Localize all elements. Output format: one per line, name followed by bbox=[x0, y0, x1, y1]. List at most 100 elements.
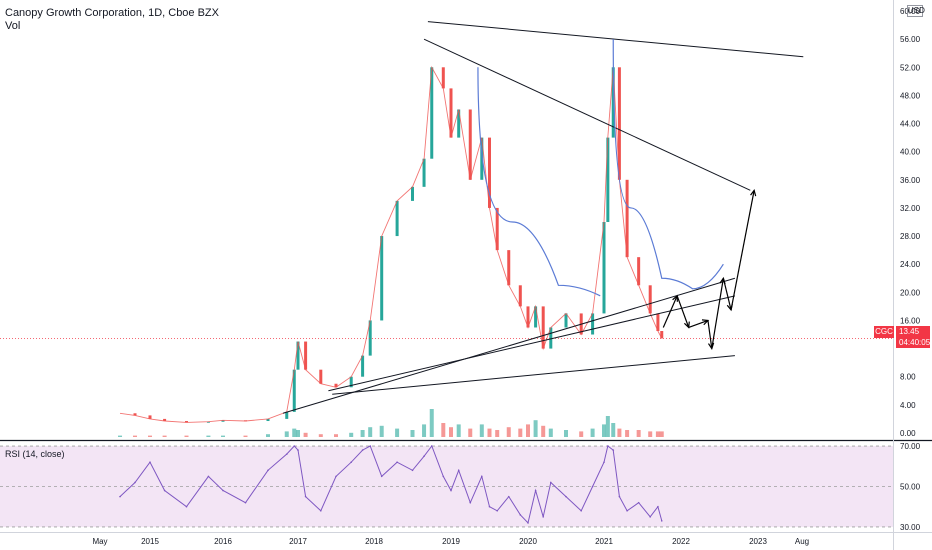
price-candle bbox=[656, 313, 660, 331]
volume-bar bbox=[349, 432, 354, 437]
volume-bar bbox=[148, 435, 152, 437]
currency-label[interactable]: USD bbox=[907, 5, 925, 17]
rsi-point bbox=[565, 495, 567, 498]
price-candle bbox=[296, 341, 300, 370]
y-tick-label: 16.00 bbox=[900, 316, 921, 325]
rsi-point bbox=[369, 445, 372, 447]
y-tick-label: 56.00 bbox=[900, 35, 921, 44]
rsi-point bbox=[207, 475, 210, 478]
volume-bar bbox=[206, 435, 211, 437]
volume-bar bbox=[133, 435, 138, 437]
price-candle bbox=[422, 158, 426, 187]
rsi-point bbox=[527, 522, 529, 524]
rsi-point bbox=[542, 516, 544, 518]
rsi-point bbox=[320, 509, 322, 512]
rsi-point bbox=[618, 495, 621, 498]
volume-bar bbox=[368, 427, 373, 437]
rsi-tick-label: 30.00 bbox=[900, 523, 921, 532]
price-candle bbox=[617, 67, 621, 180]
price-candle bbox=[133, 413, 137, 416]
volume-bar bbox=[449, 427, 453, 437]
rsi-point bbox=[423, 455, 425, 457]
rsi-point bbox=[603, 461, 605, 464]
price-candle bbox=[349, 376, 353, 388]
y-tick-label: 44.00 bbox=[900, 120, 921, 129]
price-candle bbox=[411, 186, 414, 201]
x-tick-label: May bbox=[92, 537, 107, 546]
price-candle bbox=[541, 306, 545, 349]
price-candle bbox=[206, 421, 210, 423]
rsi-point bbox=[450, 489, 452, 492]
rsi-point bbox=[442, 475, 445, 478]
rsi-point bbox=[469, 501, 472, 504]
y-tick-label: 24.00 bbox=[900, 260, 921, 269]
last-price-box: 13.45 04:40:05 bbox=[896, 326, 930, 348]
rsi-point bbox=[267, 469, 269, 472]
volume-bar bbox=[292, 428, 297, 437]
rsi-point bbox=[481, 475, 483, 478]
volume-bar bbox=[429, 409, 434, 437]
price-candle bbox=[221, 420, 225, 422]
trendline bbox=[282, 277, 736, 414]
rsi-point bbox=[297, 449, 299, 451]
rsi-point bbox=[411, 469, 414, 472]
bar-countdown: 04:40:05 bbox=[899, 338, 931, 347]
x-tick-label: 2019 bbox=[442, 537, 460, 546]
volume-bar bbox=[334, 434, 338, 437]
price-candle bbox=[606, 137, 610, 222]
y-tick-label: 36.00 bbox=[900, 176, 921, 185]
price-candle bbox=[368, 320, 372, 356]
price-candle bbox=[266, 418, 270, 422]
volume-bar bbox=[468, 428, 473, 437]
y-tick-label: 4.00 bbox=[900, 401, 916, 410]
price-candle bbox=[361, 355, 365, 377]
price-candle bbox=[611, 67, 615, 138]
volume-bar bbox=[548, 428, 553, 437]
y-tick-label: 40.00 bbox=[900, 148, 921, 157]
volume-bar bbox=[605, 416, 610, 437]
rsi-point bbox=[119, 495, 121, 498]
price-candle bbox=[648, 285, 652, 314]
ticker-badge: CGC bbox=[874, 326, 894, 338]
trendline bbox=[427, 21, 804, 58]
volume-bar bbox=[441, 423, 446, 437]
price-candle bbox=[507, 250, 511, 286]
volume-bar bbox=[303, 432, 308, 437]
x-tick-label: 2018 bbox=[365, 537, 383, 546]
price-candle bbox=[380, 236, 384, 321]
price-candle bbox=[564, 313, 568, 328]
y-tick-label: 48.00 bbox=[900, 91, 921, 100]
volume-bar bbox=[518, 428, 523, 437]
x-tick-label: Aug bbox=[795, 537, 809, 546]
y-tick-label: 52.00 bbox=[900, 63, 921, 72]
volume-bar bbox=[659, 431, 664, 437]
rsi-point bbox=[496, 509, 499, 512]
y-tick-label: 60.00 bbox=[900, 7, 921, 16]
price-candle bbox=[163, 418, 167, 422]
rsi-point bbox=[293, 445, 296, 447]
price-candle bbox=[526, 306, 530, 328]
volume-bar bbox=[506, 427, 511, 437]
volume-bar bbox=[479, 424, 484, 437]
chart-title: Canopy Growth Corporation, 1D, Cboe BZX bbox=[5, 7, 219, 19]
rsi-point bbox=[657, 505, 659, 508]
rsi-point bbox=[507, 495, 510, 498]
rsi-point bbox=[626, 509, 628, 512]
volume-bar bbox=[495, 430, 500, 437]
price-candle bbox=[518, 285, 522, 307]
x-tick-label: 2017 bbox=[289, 537, 307, 546]
volume-bar bbox=[360, 430, 365, 437]
rsi-point bbox=[660, 520, 663, 522]
rsi-point bbox=[222, 489, 224, 492]
projection-arrow-segment bbox=[688, 319, 709, 329]
rsi-point bbox=[285, 453, 288, 455]
volume-bar bbox=[611, 423, 616, 437]
cup-arc bbox=[477, 67, 601, 297]
price-candle bbox=[395, 200, 399, 237]
volume-bar bbox=[118, 435, 123, 437]
y-tick-label: 8.00 bbox=[900, 373, 916, 382]
projection-arrow-segment bbox=[711, 278, 724, 349]
y-tick-label: 28.00 bbox=[900, 232, 921, 241]
projection-arrow-head bbox=[750, 189, 757, 197]
